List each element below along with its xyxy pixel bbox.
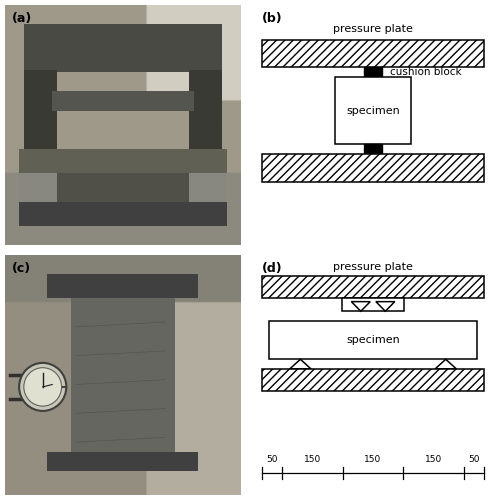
Bar	[262, 276, 484, 298]
Polygon shape	[290, 360, 311, 369]
Text: cushion block: cushion block	[389, 68, 461, 78]
Bar	[52, 92, 194, 110]
Text: specimen: specimen	[346, 335, 400, 345]
Text: pressure plate: pressure plate	[333, 24, 413, 34]
Polygon shape	[376, 302, 395, 311]
Text: 50: 50	[266, 455, 278, 464]
Circle shape	[24, 368, 62, 406]
Bar	[189, 70, 222, 202]
Bar	[335, 77, 411, 144]
Text: 50: 50	[468, 455, 480, 464]
Bar	[19, 173, 227, 202]
Circle shape	[19, 363, 66, 411]
Bar	[364, 144, 382, 154]
Text: (c): (c)	[12, 262, 31, 275]
Bar	[262, 369, 484, 390]
Bar	[19, 149, 227, 173]
Bar	[48, 274, 198, 298]
Bar	[364, 68, 382, 77]
Text: (b): (b)	[262, 12, 283, 25]
Bar	[262, 40, 484, 68]
Text: pressure plate: pressure plate	[333, 262, 413, 272]
Text: 150: 150	[365, 455, 382, 464]
Bar	[71, 298, 175, 452]
Text: specimen: specimen	[346, 106, 400, 116]
Bar	[19, 202, 227, 226]
Polygon shape	[351, 302, 370, 311]
Bar	[262, 154, 484, 182]
Bar	[342, 298, 404, 311]
Bar	[24, 24, 222, 72]
Bar	[269, 321, 477, 360]
Text: (a): (a)	[12, 12, 32, 25]
Bar	[57, 173, 189, 202]
Text: 150: 150	[425, 455, 442, 464]
Bar	[48, 452, 198, 471]
Text: 150: 150	[304, 455, 321, 464]
Polygon shape	[435, 360, 456, 369]
Text: (d): (d)	[262, 262, 283, 275]
Bar	[24, 70, 57, 202]
